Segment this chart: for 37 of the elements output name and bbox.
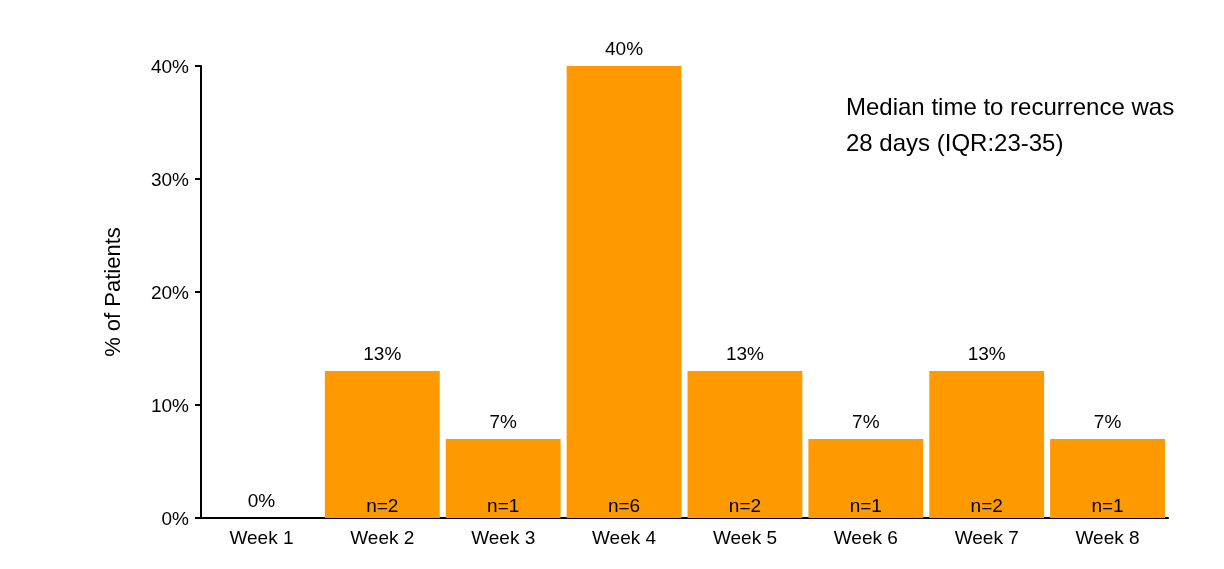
x-tick-label: Week 7 [954, 527, 1019, 548]
y-tick-label: 30% [150, 168, 190, 190]
annotation: n=6 [607, 495, 641, 516]
bar [445, 438, 561, 518]
data-label: 13% [363, 343, 402, 365]
x-tick-label: Week 4 [592, 527, 657, 548]
data-label: 7% [852, 410, 880, 432]
bar [687, 371, 803, 518]
data-label: 0% [247, 490, 276, 511]
annotation: n=2 [728, 495, 762, 516]
bar [808, 438, 924, 518]
data-label: 13% [967, 343, 1006, 365]
y-axis-title: % of Patients [99, 227, 125, 357]
bar [929, 371, 1045, 518]
data-label: 7% [489, 410, 518, 432]
annotation: n=2 [366, 495, 399, 516]
y-tick-label: 40% [150, 55, 190, 77]
y-tick-label: 20% [150, 281, 190, 303]
bar [1050, 438, 1165, 518]
data-label: 40% [605, 38, 644, 59]
x-tick-label: Week 8 [1075, 527, 1140, 548]
bar [566, 66, 682, 518]
x-tick-label: Week 5 [712, 527, 777, 548]
data-label: 13% [725, 343, 765, 365]
data-label: 7% [1093, 410, 1122, 432]
annotation: Median time to recurrence was 28 days (IQR:23-35) [846, 92, 1181, 156]
x-tick-label: Week 1 [229, 527, 294, 548]
annotation: n=1 [849, 495, 882, 516]
x-tick-label: Week 6 [833, 527, 898, 548]
x-tick-label: Week 3 [471, 527, 536, 548]
bar [324, 371, 440, 518]
y-tick-label: 10% [150, 394, 190, 416]
x-tick-label: Week 2 [350, 527, 415, 548]
annotation: n=2 [970, 495, 1003, 516]
annotation: n=1 [1091, 495, 1124, 516]
annotation: n=1 [487, 495, 520, 516]
y-tick-label: 0% [161, 507, 190, 529]
